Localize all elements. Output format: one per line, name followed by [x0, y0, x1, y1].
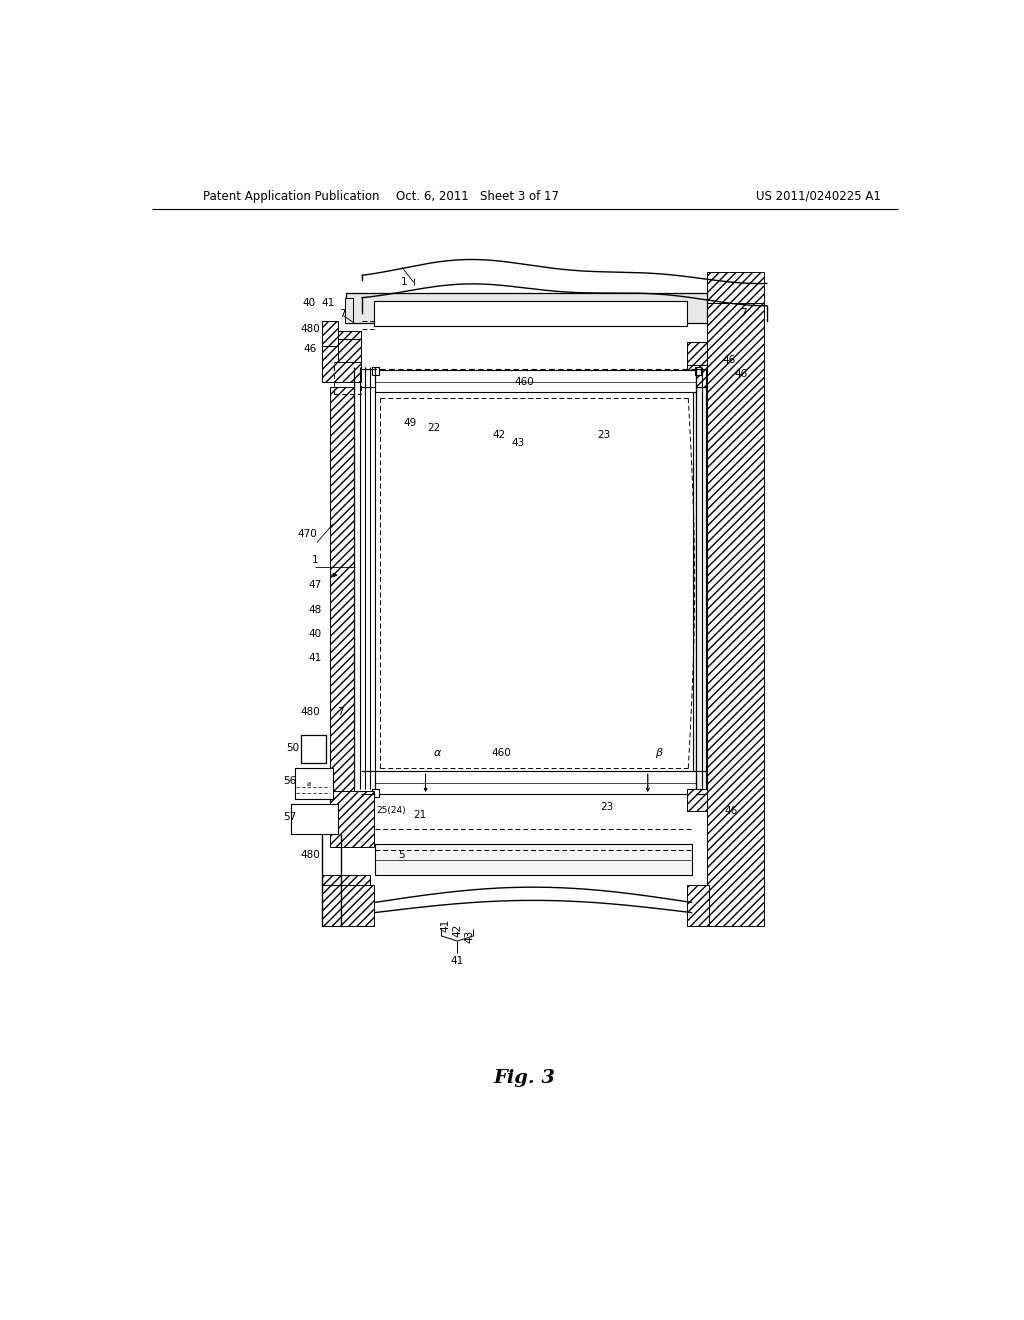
Bar: [338, 339, 360, 362]
Text: 41: 41: [440, 919, 451, 932]
Bar: [323, 875, 370, 925]
Text: 23: 23: [598, 430, 610, 440]
Text: 480: 480: [301, 708, 321, 717]
Bar: [375, 771, 696, 793]
Bar: [323, 321, 338, 346]
Text: 480: 480: [301, 325, 321, 334]
Bar: [708, 272, 765, 302]
Bar: [373, 367, 379, 375]
Text: 50: 50: [287, 743, 300, 752]
Bar: [331, 791, 374, 846]
Text: 49: 49: [403, 417, 417, 428]
Text: 47: 47: [308, 581, 322, 590]
Bar: [331, 387, 354, 793]
Text: 42: 42: [453, 924, 463, 937]
Bar: [295, 768, 333, 799]
Bar: [374, 301, 687, 326]
Text: ⌀: ⌀: [307, 780, 311, 787]
Text: 41: 41: [451, 957, 464, 966]
Bar: [323, 886, 341, 925]
Bar: [323, 331, 360, 381]
Text: 23: 23: [600, 801, 613, 812]
Bar: [687, 886, 709, 925]
Text: 480: 480: [301, 850, 321, 859]
Text: 21: 21: [414, 810, 427, 820]
Text: Oct. 6, 2011   Sheet 3 of 17: Oct. 6, 2011 Sheet 3 of 17: [395, 190, 559, 202]
Text: 56: 56: [284, 776, 297, 787]
Text: 7: 7: [337, 708, 344, 717]
Text: 41: 41: [308, 653, 322, 664]
Text: 40: 40: [308, 630, 322, 639]
Bar: [346, 293, 708, 323]
Text: 460: 460: [492, 748, 511, 758]
Bar: [694, 788, 701, 797]
Bar: [291, 804, 338, 834]
Text: 57: 57: [284, 812, 297, 822]
Text: 470: 470: [298, 529, 317, 540]
Text: US 2011/0240225 A1: US 2011/0240225 A1: [756, 190, 881, 202]
Bar: [687, 364, 708, 387]
Text: 460: 460: [515, 378, 535, 387]
Bar: [693, 387, 708, 793]
Bar: [373, 788, 379, 797]
Text: 25(24): 25(24): [377, 807, 407, 816]
Text: 42: 42: [493, 430, 506, 440]
Text: Fig. 3: Fig. 3: [494, 1069, 556, 1088]
Text: 43: 43: [464, 929, 474, 942]
Text: 5: 5: [398, 850, 406, 859]
Bar: [375, 370, 696, 392]
Bar: [694, 367, 701, 375]
Text: 46: 46: [734, 368, 748, 379]
Text: 7: 7: [739, 308, 746, 318]
Text: $\alpha$: $\alpha$: [433, 748, 442, 758]
Text: 22: 22: [427, 422, 440, 433]
Text: 40: 40: [302, 298, 315, 308]
Text: 46: 46: [725, 807, 737, 816]
Text: 48: 48: [308, 605, 322, 615]
Bar: [375, 845, 692, 875]
Text: 41: 41: [322, 298, 335, 308]
Bar: [708, 288, 765, 925]
Text: Patent Application Publication: Patent Application Publication: [204, 190, 380, 202]
Text: $\beta$: $\beta$: [655, 746, 665, 760]
Text: 46: 46: [723, 355, 736, 364]
Bar: [687, 788, 708, 810]
Bar: [687, 342, 708, 364]
Bar: [331, 886, 374, 925]
Text: 43: 43: [512, 438, 525, 447]
Text: 7: 7: [339, 309, 345, 319]
Text: 46: 46: [304, 345, 317, 355]
Text: 1: 1: [312, 554, 318, 565]
Bar: [345, 297, 352, 323]
Bar: [301, 735, 327, 763]
Text: 1: 1: [400, 277, 408, 288]
